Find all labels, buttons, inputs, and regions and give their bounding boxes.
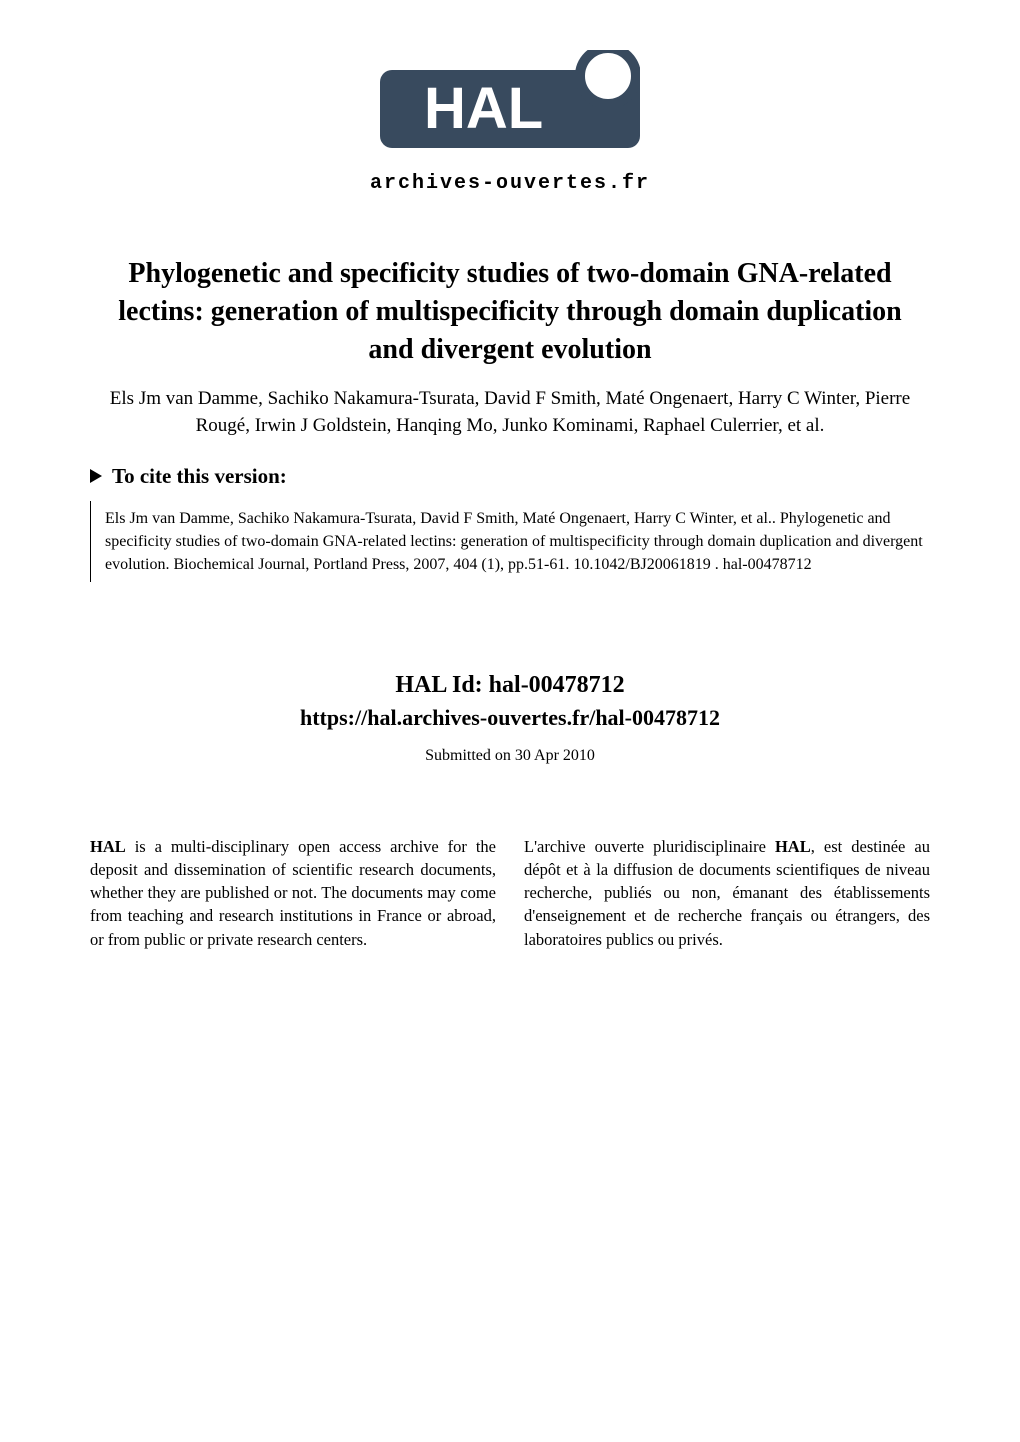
description-right-pre: L'archive ouverte pluridisciplinaire xyxy=(524,837,775,856)
paper-title: Phylogenetic and specificity studies of … xyxy=(100,255,920,368)
citation-box: Els Jm van Damme, Sachiko Nakamura-Tsura… xyxy=(90,501,930,583)
description-left-text: is a multi-disciplinary open access arch… xyxy=(90,837,496,948)
citation-text: Els Jm van Damme, Sachiko Nakamura-Tsura… xyxy=(105,510,923,573)
description-right: L'archive ouverte pluridisciplinaire HAL… xyxy=(524,835,930,950)
description-left-bold: HAL xyxy=(90,837,126,856)
hal-logo-subtext: archives-ouvertes.fr xyxy=(370,172,650,195)
svg-text:HAL: HAL xyxy=(424,76,543,141)
hal-logo: HAL archives-ouvertes.fr xyxy=(90,50,930,195)
hal-logo-svg: HAL xyxy=(380,50,640,168)
hal-url[interactable]: https://hal.archives-ouvertes.fr/hal-004… xyxy=(90,705,930,731)
cite-heading-text: To cite this version: xyxy=(112,464,287,489)
description-right-bold: HAL xyxy=(775,837,811,856)
submitted-date: Submitted on 30 Apr 2010 xyxy=(90,747,930,765)
description-columns: HAL is a multi-disciplinary open access … xyxy=(90,835,930,950)
description-left: HAL is a multi-disciplinary open access … xyxy=(90,835,496,950)
triangle-icon xyxy=(90,469,102,483)
cite-heading: To cite this version: xyxy=(90,464,930,489)
hal-id: HAL Id: hal-00478712 xyxy=(90,672,930,699)
paper-authors: Els Jm van Damme, Sachiko Nakamura-Tsura… xyxy=(100,386,920,439)
